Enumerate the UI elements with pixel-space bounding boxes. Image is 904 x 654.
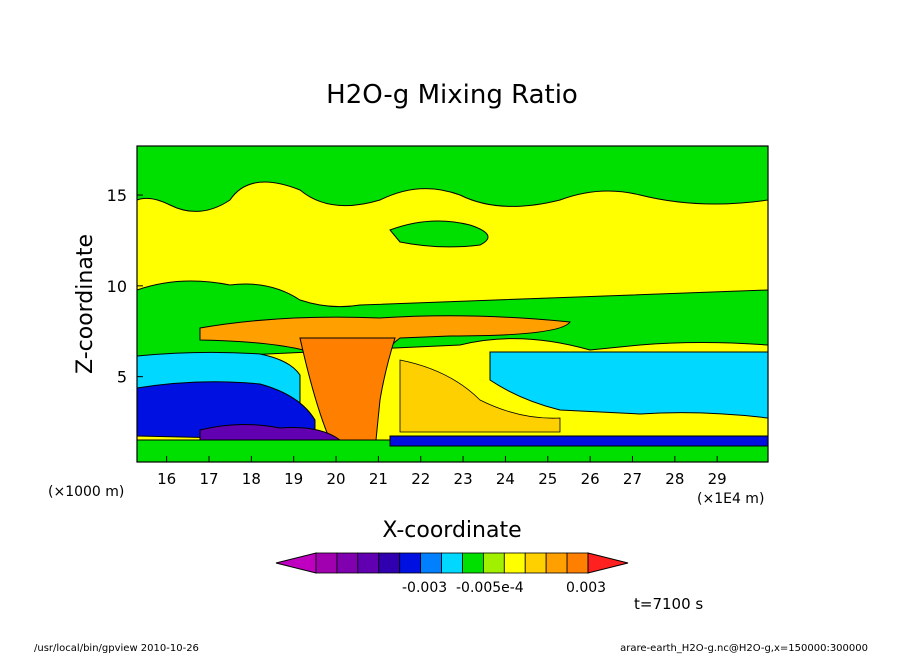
x-tick-label: 26 <box>581 470 600 488</box>
yellow-wave-region <box>399 359 561 433</box>
y-tick-label: 10 <box>107 277 127 296</box>
upper-green-band <box>137 146 768 212</box>
x-tick-label: 19 <box>284 470 303 488</box>
contour-field <box>137 146 768 462</box>
x-tick-label: 28 <box>665 470 684 488</box>
colorbar-swatch <box>545 552 568 574</box>
x-tick-label: 25 <box>538 470 557 488</box>
colorbar-swatch <box>336 552 359 574</box>
x-unit-left: (×1000 m) <box>48 484 124 500</box>
y-tick-label: 5 <box>117 368 127 387</box>
x-tick-label: 18 <box>242 470 261 488</box>
y-tick-labels: 5 10 15 <box>107 186 143 387</box>
x-tick-label: 24 <box>496 470 515 488</box>
colorbar-label-2: -0.005e-4 <box>456 580 524 596</box>
x-unit-right: (×1E4 m) <box>697 491 764 507</box>
blue-surface-stripe <box>389 435 768 447</box>
blue-layer-left <box>137 381 316 441</box>
colorbar-swatch <box>378 552 401 574</box>
colorbar-swatch <box>399 552 422 574</box>
colorbar-swatch <box>441 552 463 574</box>
y-tick-label: 15 <box>107 186 127 205</box>
colorbar-swatch <box>462 552 484 574</box>
colorbar-swatch <box>482 552 505 574</box>
footer-right: arare-earth_H2O-g.nc@H2O-g,x=150000:3000… <box>620 643 868 654</box>
x-tick-label: 22 <box>411 470 430 488</box>
cyan-layer-right <box>489 351 768 419</box>
colorbar-end-high <box>587 552 629 574</box>
colorbar-label-1: -0.003 <box>402 580 447 596</box>
y-axis-label: Z-coordinate <box>73 234 98 374</box>
x-tick-label: 17 <box>199 470 218 488</box>
plot-frame <box>136 145 769 463</box>
x-tick-label: 20 <box>326 470 345 488</box>
upper-green-patch <box>389 220 489 248</box>
colorbar-swatch <box>503 552 526 574</box>
footer-left: /usr/local/bin/gpview 2010-10-26 <box>34 643 199 654</box>
x-tick-label: 29 <box>708 470 727 488</box>
colorbar-swatch <box>420 552 442 574</box>
colorbar-swatch <box>357 552 380 574</box>
colorbar-end-low <box>275 552 317 574</box>
colorbar-swatch <box>566 552 589 574</box>
colorbar <box>275 552 629 574</box>
x-tick-label: 27 <box>623 470 642 488</box>
x-axis-label: X-coordinate <box>382 518 521 543</box>
colorbar-swatch <box>524 552 547 574</box>
chart-title: H2O-g Mixing Ratio <box>326 80 578 110</box>
x-tick-label: 21 <box>369 470 388 488</box>
colorbar-label-3: 0.003 <box>566 580 606 596</box>
x-tick-label: 23 <box>454 470 473 488</box>
x-tick-labels: 16 17 18 19 20 21 22 23 24 25 26 27 28 29 <box>157 456 727 488</box>
colorbar-swatch <box>315 552 338 574</box>
x-tick-label: 16 <box>157 470 176 488</box>
time-label: t=7100 s <box>634 595 703 613</box>
